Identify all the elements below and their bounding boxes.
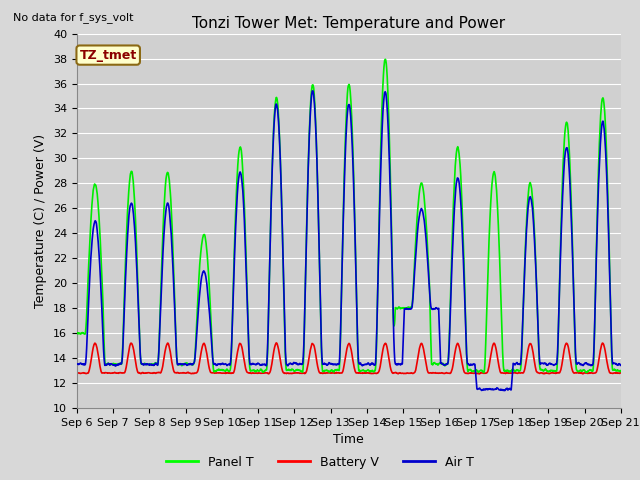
- Panel T: [225, 369, 232, 374]
- Legend: Panel T, Battery V, Air T: Panel T, Battery V, Air T: [161, 451, 479, 474]
- Line: Panel T: Panel T: [77, 60, 621, 372]
- Air T: [225, 361, 232, 367]
- Battery V: [569, 369, 577, 374]
- Battery V: [365, 370, 372, 376]
- Panel T: [582, 370, 590, 375]
- Air T: [617, 362, 625, 368]
- Title: Tonzi Tower Met: Temperature and Power: Tonzi Tower Met: Temperature and Power: [192, 16, 506, 31]
- Panel T: [617, 369, 625, 374]
- Air T: [309, 88, 317, 94]
- Air T: [570, 273, 577, 279]
- Air T: [508, 387, 515, 393]
- Panel T: [569, 258, 577, 264]
- Text: TZ_tmet: TZ_tmet: [79, 48, 137, 61]
- Battery V: [273, 340, 280, 346]
- Text: No data for f_sys_volt: No data for f_sys_volt: [13, 12, 133, 23]
- Line: Battery V: Battery V: [77, 343, 621, 374]
- Battery V: [617, 370, 625, 375]
- Battery V: [73, 371, 81, 377]
- Air T: [73, 361, 81, 367]
- Air T: [376, 177, 384, 183]
- Panel T: [381, 57, 389, 62]
- Air T: [500, 388, 508, 394]
- Battery V: [507, 370, 515, 376]
- Panel T: [376, 167, 384, 173]
- Line: Air T: Air T: [77, 91, 621, 391]
- Y-axis label: Temperature (C) / Power (V): Temperature (C) / Power (V): [35, 134, 47, 308]
- X-axis label: Time: Time: [333, 433, 364, 446]
- Battery V: [225, 370, 232, 376]
- Air T: [584, 361, 592, 367]
- Panel T: [507, 369, 515, 374]
- Panel T: [365, 367, 372, 373]
- Panel T: [73, 331, 81, 336]
- Battery V: [584, 371, 592, 376]
- Panel T: [584, 369, 592, 374]
- Air T: [365, 360, 372, 366]
- Battery V: [376, 362, 384, 368]
